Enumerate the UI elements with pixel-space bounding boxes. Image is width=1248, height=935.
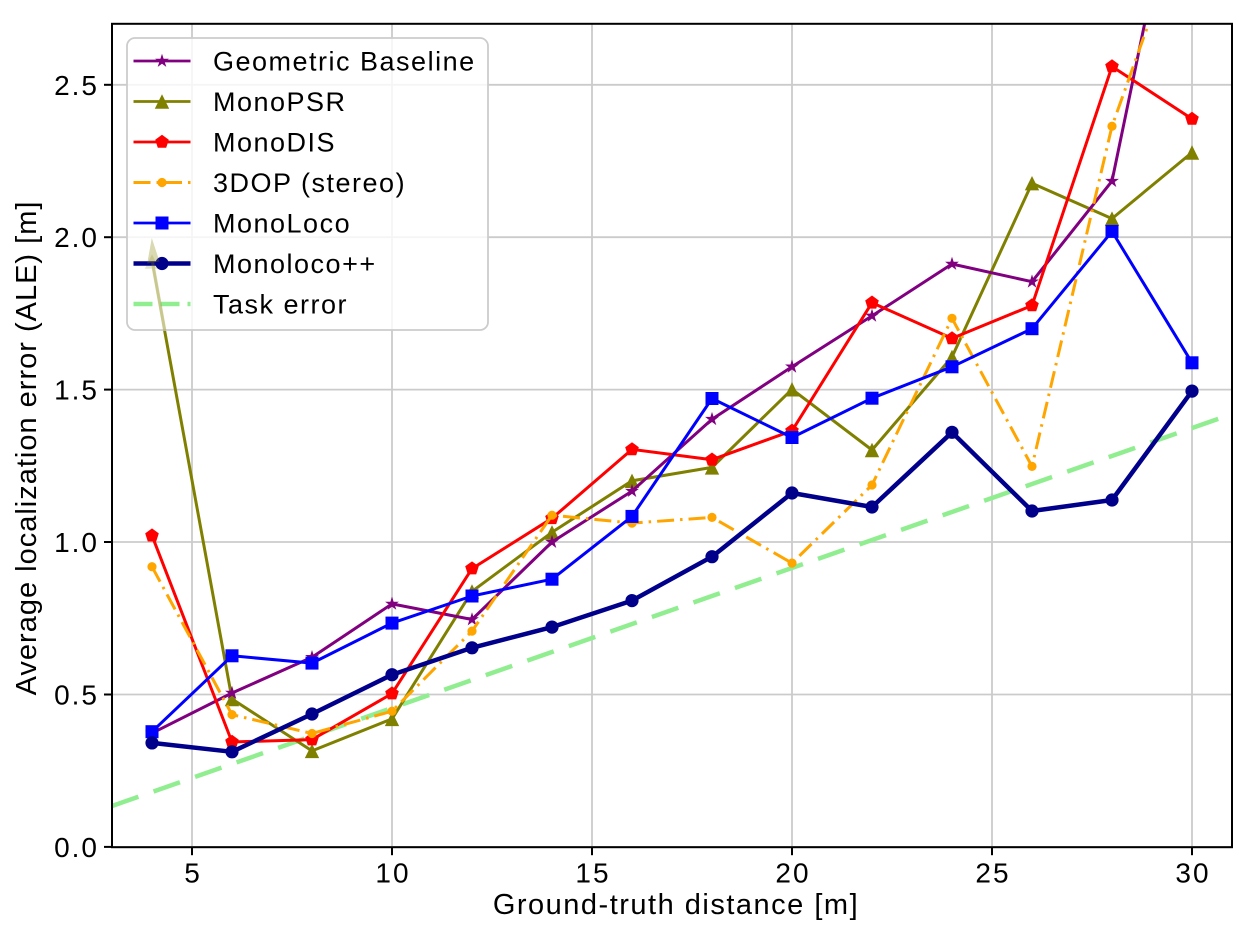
svg-text:0.0: 0.0 <box>54 832 99 863</box>
svg-text:0.5: 0.5 <box>54 680 99 711</box>
svg-text:3DOP (stereo): 3DOP (stereo) <box>213 168 406 198</box>
svg-text:30: 30 <box>1175 858 1210 889</box>
svg-text:20: 20 <box>775 858 810 889</box>
svg-text:15: 15 <box>575 858 610 889</box>
svg-text:10: 10 <box>375 858 410 889</box>
svg-text:Task error: Task error <box>213 290 348 320</box>
svg-text:Monoloco++: Monoloco++ <box>213 249 377 279</box>
svg-text:2.0: 2.0 <box>54 222 99 253</box>
svg-text:25: 25 <box>975 858 1010 889</box>
svg-text:1.5: 1.5 <box>54 375 99 406</box>
svg-text:MonoLoco: MonoLoco <box>213 209 351 239</box>
svg-text:2.5: 2.5 <box>54 70 99 101</box>
svg-text:Average localization error (AL: Average localization error (ALE) [m] <box>11 201 43 696</box>
svg-text:Geometric Baseline: Geometric Baseline <box>213 47 476 77</box>
svg-text:MonoDIS: MonoDIS <box>213 128 336 158</box>
svg-text:5: 5 <box>184 858 202 889</box>
svg-text:1.0: 1.0 <box>54 527 99 558</box>
svg-text:MonoPSR: MonoPSR <box>213 87 347 117</box>
svg-text:Ground-truth distance [m]: Ground-truth distance [m] <box>493 889 859 921</box>
